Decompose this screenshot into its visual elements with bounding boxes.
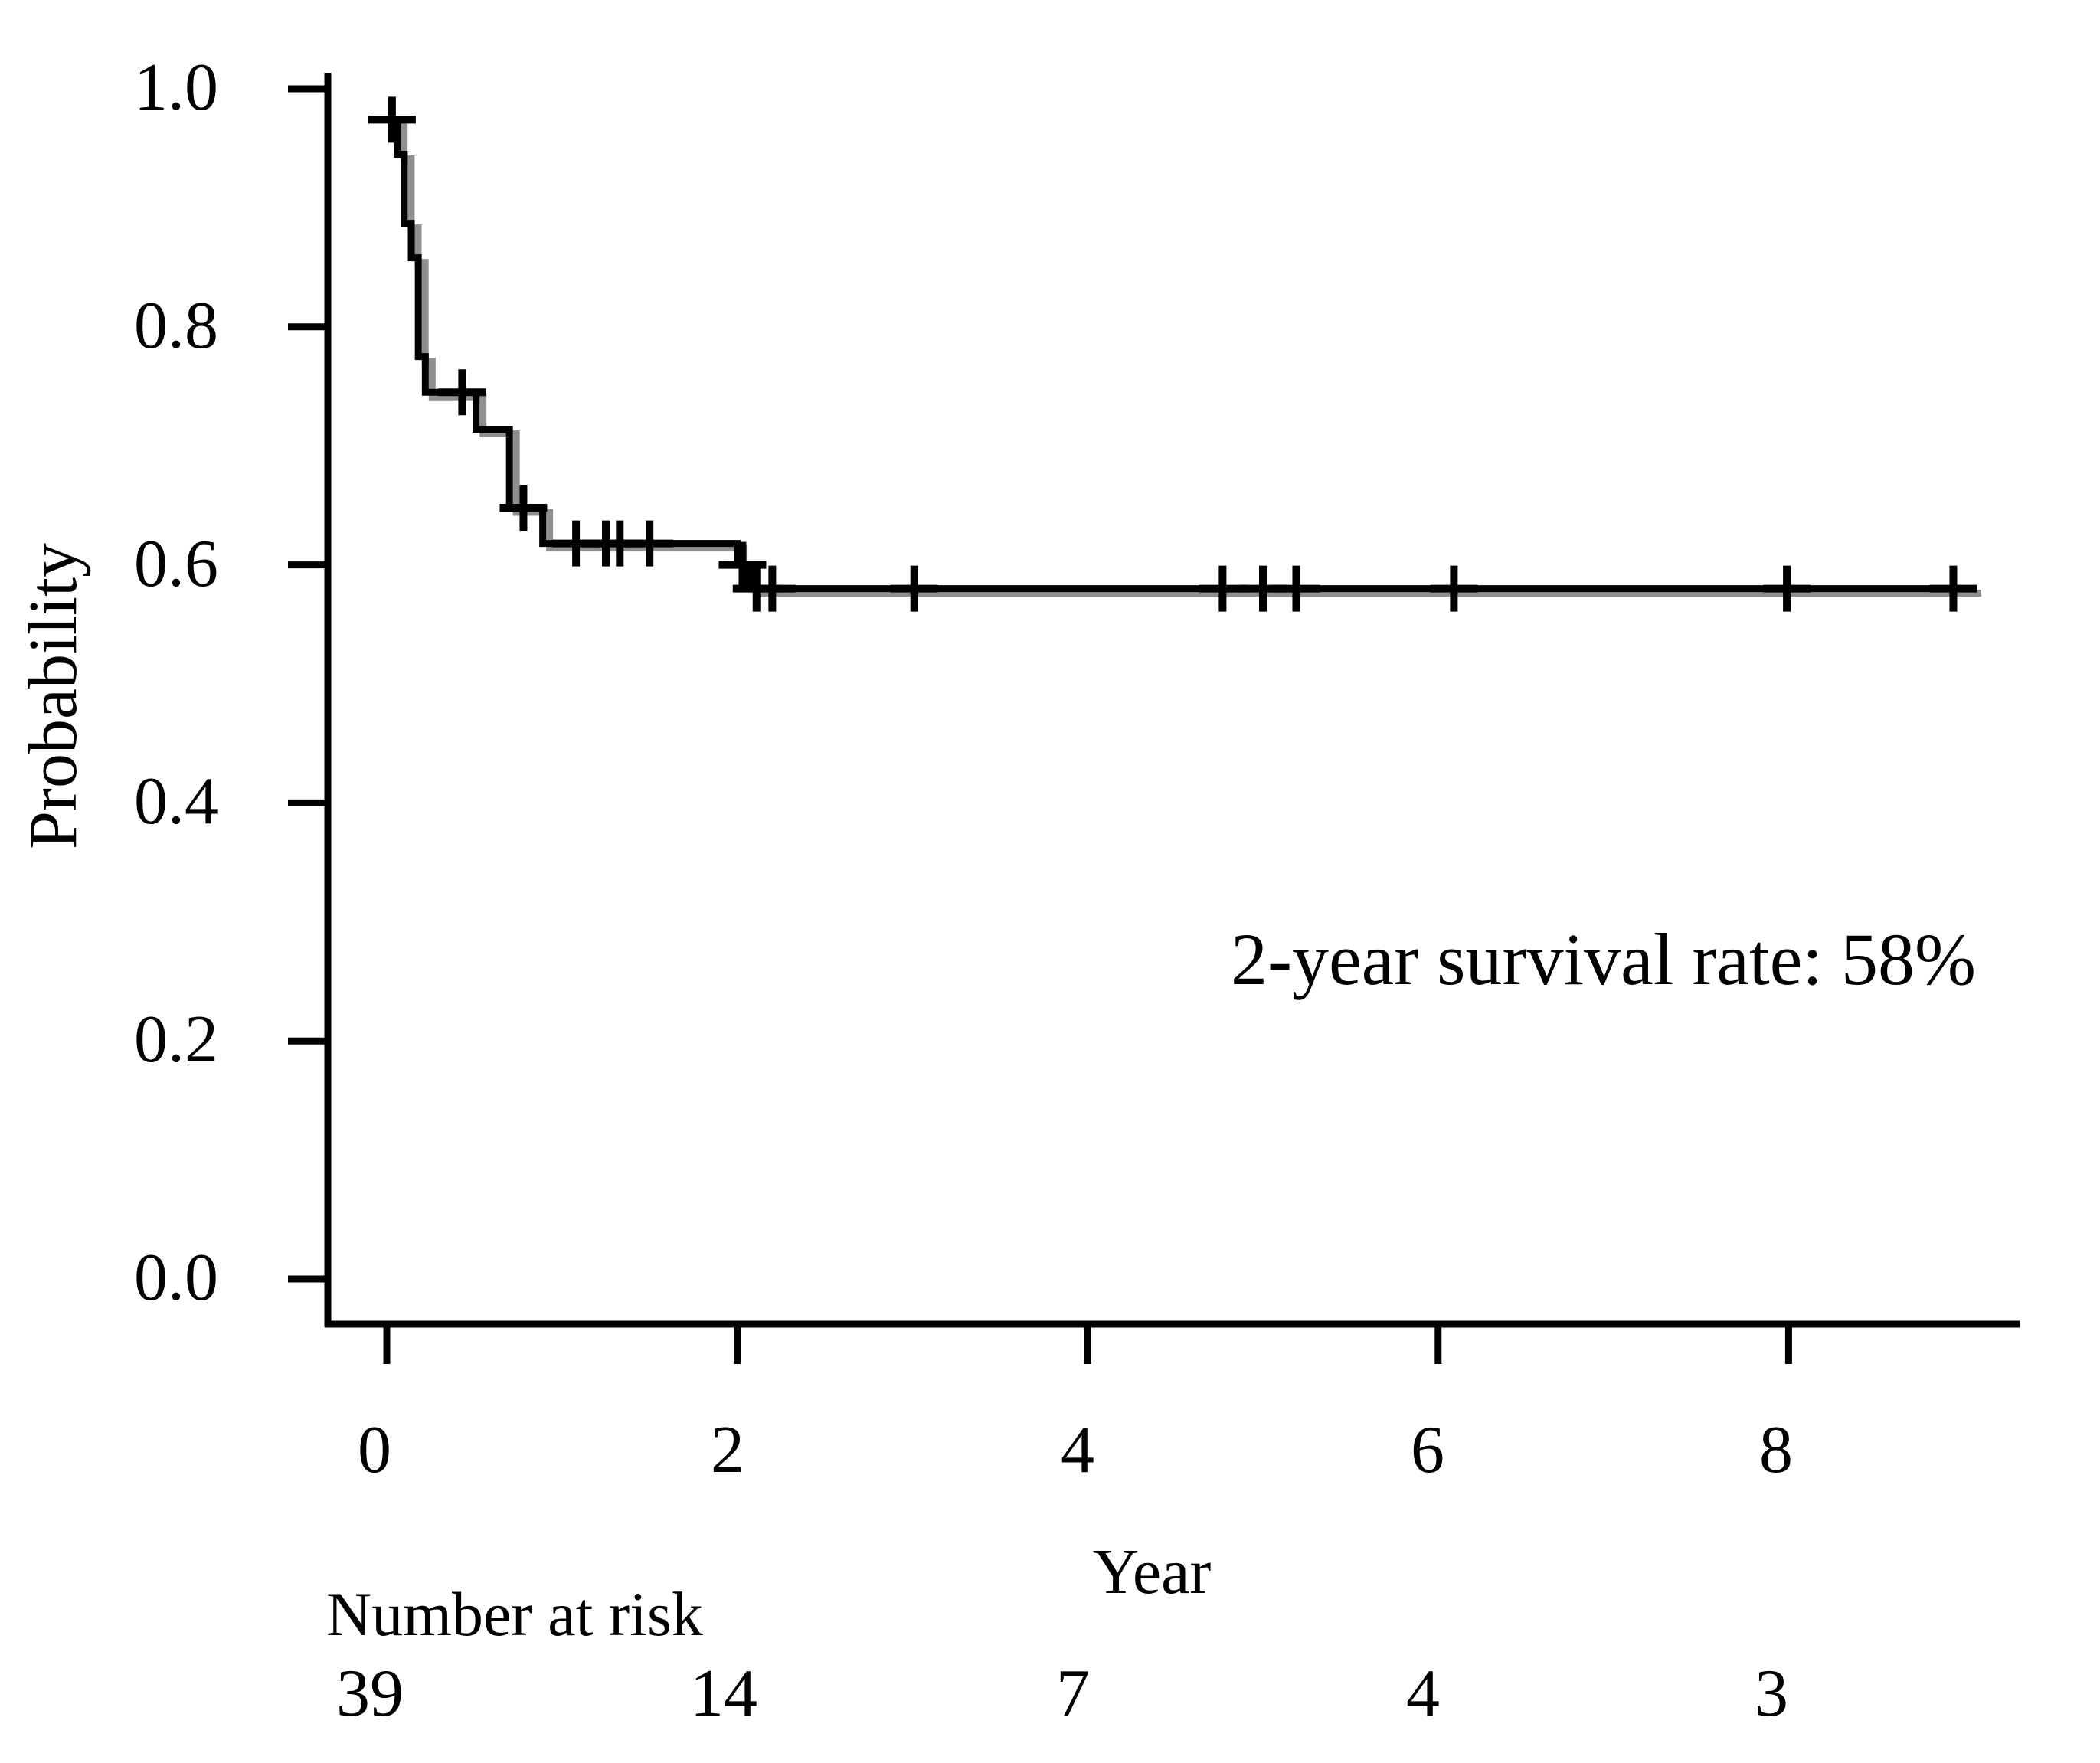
y-tick-label-1.0: 1.0 [134,51,218,125]
y-tick-label-0.8: 0.8 [134,289,218,363]
y-tick-label-0.2: 0.2 [134,1003,218,1077]
x-tick-label-6: 6 [1411,1413,1444,1487]
risk-value-year6: 4 [1406,1657,1440,1731]
number-at-risk-header: Number at risk [326,1579,703,1649]
x-tick-label-0: 0 [358,1413,391,1487]
x-axis-title: Year [1092,1536,1212,1608]
x-tick-label-4: 4 [1061,1413,1094,1487]
survival-rate-annotation: 2-year survival rate: 58% [1231,918,1976,1000]
risk-value-year2: 14 [690,1657,757,1731]
y-tick-label-0.0: 0.0 [134,1241,218,1315]
risk-value-year8: 3 [1755,1657,1788,1731]
y-axis-title: Probability [15,543,91,849]
x-tick-label-8: 8 [1759,1413,1793,1487]
x-tick-label-2: 2 [711,1413,744,1487]
survival-curve [387,116,1974,593]
risk-value-year0: 39 [336,1657,404,1731]
risk-value-year4: 7 [1056,1657,1090,1731]
y-tick-label-0.6: 0.6 [134,527,218,601]
survival-curve-shadow [394,120,1981,597]
y-tick-label-0.4: 0.4 [134,764,218,839]
